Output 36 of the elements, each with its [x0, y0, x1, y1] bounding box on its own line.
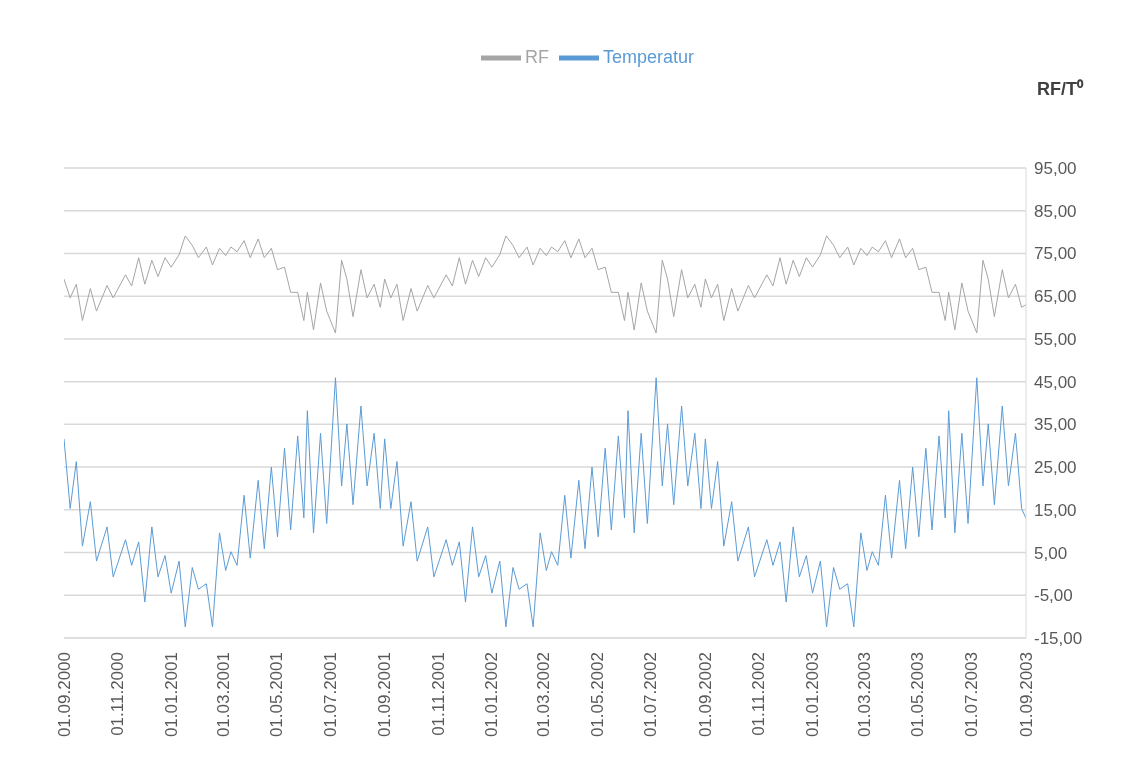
line-series	[64, 377, 1026, 628]
x-tick-label: 01.07.2002	[641, 652, 661, 738]
line-series	[64, 235, 1026, 334]
x-tick-label: 01.07.2003	[962, 652, 982, 738]
legend-label: RF	[524, 46, 549, 67]
x-tick-label: 01.09.2003	[1016, 652, 1036, 738]
x-tick-label: 01.09.2000	[54, 652, 74, 738]
y-tick-label: 85,00	[1034, 201, 1077, 221]
y-tick-label: 95,00	[1034, 159, 1077, 179]
x-tick-label: 01.11.2002	[749, 652, 769, 736]
x-tick-label: 01.09.2001	[375, 652, 395, 738]
x-tick-label: 01.03.2002	[534, 652, 554, 738]
x-tick-label: 01.07.2001	[320, 652, 340, 738]
x-tick-label: 01.01.2002	[482, 652, 502, 738]
y-tick-label: 35,00	[1034, 415, 1077, 435]
x-tick-label: 01.03.2003	[854, 652, 874, 738]
x-tick-label: 01.05.2003	[908, 652, 928, 738]
y-tick-label: -5,00	[1034, 586, 1073, 606]
y-axis-title: RF/T⁰	[1037, 78, 1083, 100]
x-tick-label: 01.03.2001	[213, 652, 233, 738]
y-tick-label: -15,00	[1034, 629, 1083, 649]
y-tick-label: 65,00	[1034, 287, 1077, 307]
x-tick-label: 01.01.2001	[161, 652, 181, 738]
x-tick-label: 01.11.2000	[108, 652, 128, 736]
x-tick-label: 01.11.2001	[428, 652, 448, 736]
y-tick-label: 75,00	[1034, 244, 1077, 264]
x-tick-label: 01.05.2002	[587, 652, 607, 738]
y-tick-label: 45,00	[1034, 372, 1077, 392]
legend-label: Temperatur	[602, 46, 695, 67]
y-tick-label: 25,00	[1034, 458, 1077, 478]
x-tick-label: 01.05.2001	[267, 652, 287, 738]
y-tick-label: 5,00	[1034, 543, 1068, 563]
x-tick-label: 01.09.2002	[695, 652, 715, 738]
x-tick-label: 01.01.2003	[803, 652, 823, 738]
y-tick-label: 15,00	[1034, 500, 1077, 520]
y-tick-label: 55,00	[1034, 329, 1077, 349]
